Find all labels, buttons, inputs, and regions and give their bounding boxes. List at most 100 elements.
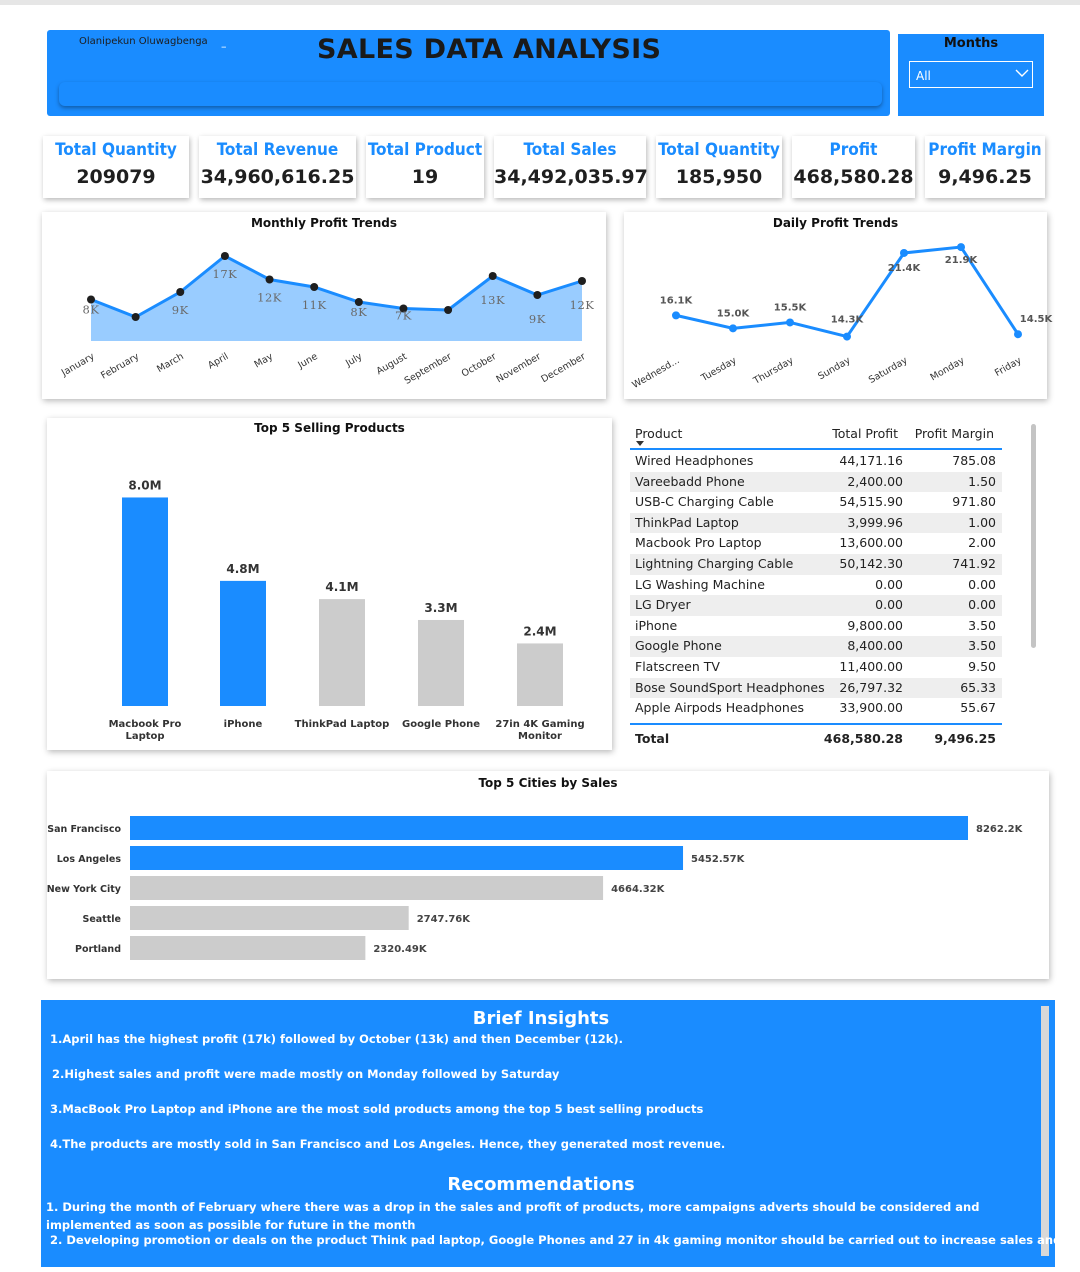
table-row[interactable]: iPhone 9,800.00 3.50: [630, 616, 1002, 637]
kpi-value: 19: [411, 166, 439, 188]
table-row[interactable]: LG Washing Machine 0.00 0.00: [630, 575, 1002, 596]
city-label: San Francisco: [47, 824, 121, 835]
product-value-label: 8.0M: [128, 478, 161, 492]
table-row[interactable]: Apple Airpods Headphones 33,900.00 55.67: [630, 698, 1002, 719]
column-header-total-profit[interactable]: Total Profit: [832, 426, 898, 441]
product-category-label: Macbook Pro Laptop: [109, 719, 182, 742]
cell-profit-margin: 3.50: [968, 617, 996, 633]
monthly-profit-chart: Monthly Profit Trends 8K January February 9…: [42, 212, 606, 399]
cell-profit-margin: 1.50: [968, 473, 996, 489]
product-bar: [319, 599, 365, 706]
months-selected-value: All: [916, 69, 931, 83]
monthly-point: [533, 291, 542, 299]
cell-total-profit: 13,600.00: [839, 535, 903, 551]
table-row[interactable]: ThinkPad Laptop 3,999.96 1.00: [630, 512, 1002, 534]
city-bar: [130, 906, 409, 930]
cell-total-profit: 3,999.96: [847, 514, 903, 530]
monthly-data-label: 9K: [172, 303, 189, 317]
monthly-tick-label: September: [403, 351, 454, 387]
monthly-tick-label: July: [343, 351, 364, 370]
monthly-point: [578, 277, 586, 285]
monthly-tick-label: August: [375, 351, 410, 377]
cell-total-profit: 50,142.30: [839, 556, 903, 571]
table-total-row: Total 468,580.28 9,496.25: [630, 723, 1002, 749]
monthly-data-label: 7K: [395, 309, 412, 323]
sort-descending-icon[interactable]: [636, 441, 644, 446]
product-profit-table: Product Total Profit Profit Margin Wired…: [630, 420, 1002, 750]
table-row[interactable]: Vareebadd Phone 2,400.00 1.50: [630, 471, 1002, 493]
cell-total-profit: 8,400.00: [847, 638, 903, 654]
page-title: SALES DATA ANALYSIS: [317, 34, 662, 65]
monthly-line: [90, 254, 583, 319]
daily-tick-label: Tuesday: [699, 355, 739, 385]
cell-profit-margin: 2.00: [968, 535, 996, 551]
table-row[interactable]: Bose SoundSport Headphones 26,797.32 65.33: [630, 677, 1002, 699]
daily-data-label: 15.0K: [717, 308, 751, 319]
header-bar: [59, 82, 882, 106]
kpi-card-total-revenue: Total Revenue 34,960,616.25: [199, 136, 356, 198]
daily-data-label: 21.9K: [945, 255, 979, 266]
cell-total-profit: 0.00: [875, 597, 903, 613]
cell-total-profit: 2,400.00: [847, 473, 903, 489]
cell-total-profit: 11,400.00: [839, 659, 903, 674]
table-row[interactable]: Google Phone 8,400.00 3.50: [630, 636, 1002, 657]
monthly-data-label: 11K: [302, 298, 327, 312]
monthly-tick-label: May: [253, 351, 276, 371]
kpi-value: 468,580.28: [793, 166, 914, 188]
table-row[interactable]: Macbook Pro Laptop 13,600.00 2.00: [630, 533, 1002, 554]
daily-tick-label: Friday: [993, 355, 1024, 379]
monthly-point: [399, 304, 408, 313]
chevron-down-icon[interactable]: [1014, 65, 1030, 85]
daily-data-label: 15.5K: [774, 302, 808, 313]
monthly-point: [444, 306, 453, 314]
chart-title: Monthly Profit Trends: [250, 216, 398, 230]
kpi-label: Total Quantity: [658, 140, 780, 160]
monthly-tick-label: November: [495, 351, 543, 385]
daily-data-label: 21.4K: [888, 263, 922, 274]
table-row[interactable]: Lightning Charging Cable 50,142.30 741.92: [630, 554, 1002, 575]
table-row[interactable]: LG Dryer 0.00 0.00: [630, 595, 1002, 616]
top-cities-svg: San Francisco 8262.2K Los Angeles 5452.57K N…: [47, 816, 1024, 960]
header-banner: Olanipekun Oluwagbenga – SALES DATA ANAL…: [47, 30, 890, 116]
table-row[interactable]: Wired Headphones 44,171.16 785.08: [630, 451, 1002, 472]
cell-profit-margin: 971.80: [952, 494, 996, 510]
chart-title: Top 5 Cities by Sales: [478, 776, 618, 790]
cell-profit-margin: 55.67: [960, 700, 996, 716]
product-category-label: ThinkPad Laptop: [295, 719, 390, 730]
table-header: Product Total Profit Profit Margin: [630, 420, 1002, 450]
kpi-card-total-product: Total Product 19: [366, 136, 484, 198]
total-profit-value: 468,580.28: [823, 731, 903, 746]
table-row[interactable]: USB-C Charging Cable 54,515.90 971.80: [630, 492, 1002, 513]
city-bar: [130, 846, 684, 870]
cell-profit-margin: 741.92: [952, 556, 996, 571]
daily-data-label: 16.1K: [660, 295, 694, 306]
cell-product: Vareebadd Phone: [635, 473, 745, 489]
table-row[interactable]: Flatscreen TV 11,400.00 9.50: [630, 657, 1002, 678]
cell-product: ThinkPad Laptop: [635, 514, 739, 530]
product-bar: [122, 497, 168, 706]
cell-total-profit: 44,171.16: [839, 453, 903, 468]
column-header-product[interactable]: Product: [635, 426, 683, 441]
top-cities-chart: Top 5 Cities by Sales San Francisco 8262.…: [47, 771, 1049, 979]
daily-point: [729, 324, 737, 333]
months-dropdown[interactable]: All: [909, 61, 1033, 88]
insights-scrollbar[interactable]: [1041, 1006, 1049, 1256]
product-value-label: 4.1M: [325, 580, 358, 594]
daily-tick-label: Monday: [929, 355, 967, 383]
daily-profit-chart: Daily Profit Trends 16.1K Wednesd... 15.0K…: [624, 212, 1053, 399]
monthly-point: [220, 252, 229, 260]
insight-item-4: 4.The products are mostly sold in San Fr…: [50, 1137, 726, 1151]
daily-point: [786, 318, 794, 327]
monthly-tick-label: February: [99, 351, 141, 382]
monthly-point: [310, 283, 319, 291]
cell-total-profit: 9,800.00: [847, 617, 903, 633]
cell-total-profit: 0.00: [875, 576, 903, 592]
column-header-profit-margin[interactable]: Profit Margin: [914, 426, 994, 441]
monthly-data-label: 17K: [213, 267, 238, 281]
insight-item-3: 3.MacBook Pro Laptop and iPhone are the …: [50, 1102, 704, 1116]
daily-point: [957, 243, 965, 252]
table-scrollbar[interactable]: [1031, 424, 1036, 648]
monthly-data-label: 12K: [257, 291, 282, 305]
cell-product: Flatscreen TV: [635, 659, 720, 674]
insights-title: Brief Insights: [472, 1008, 610, 1029]
